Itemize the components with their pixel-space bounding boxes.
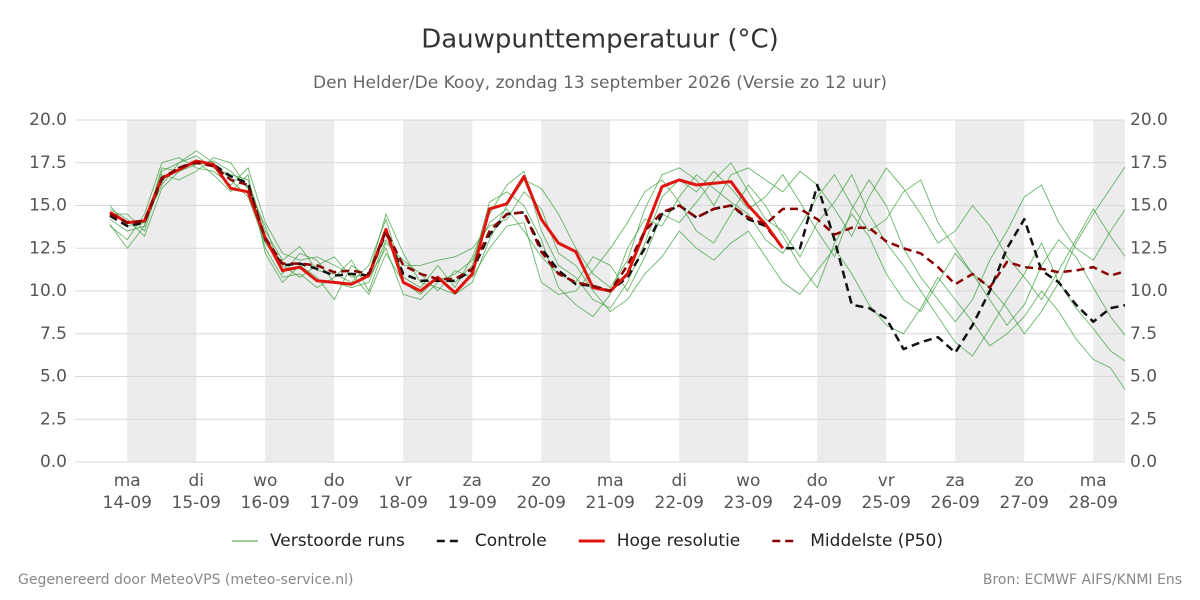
- y-tick-label: 20.0: [29, 110, 67, 130]
- x-tick-label: 15-09: [172, 493, 221, 513]
- x-tick-label: 18-09: [379, 493, 428, 513]
- y-tick-label: 5.0: [40, 367, 67, 387]
- x-tick-weekday: di: [188, 471, 204, 491]
- y-tick-label: 0.0: [40, 452, 67, 472]
- x-tick-weekday: za: [463, 471, 482, 491]
- x-tick-weekday: ma: [597, 471, 624, 491]
- x-tick-weekday: zo: [532, 471, 551, 491]
- x-tick-label: 16-09: [241, 493, 290, 513]
- legend-label: Verstoorde runs: [270, 531, 405, 551]
- ensemble-line: [109, 160, 1125, 362]
- x-tick-weekday: za: [946, 471, 965, 491]
- y2-tick-label: 17.5: [1130, 153, 1168, 173]
- x-tick-label: 20-09: [517, 493, 566, 513]
- x-tick-label: 22-09: [655, 493, 704, 513]
- x-tick-label: 24-09: [793, 493, 842, 513]
- y2-tick-label: 2.5: [1130, 409, 1157, 429]
- series-line: [109, 159, 785, 295]
- plot-area: [109, 150, 1125, 391]
- y2-tick-label: 20.0: [1130, 110, 1168, 130]
- x-tick-label: 26-09: [931, 493, 980, 513]
- y2-tick-label: 5.0: [1130, 367, 1157, 387]
- x-tick-weekday: zo: [1015, 471, 1034, 491]
- ensemble-line: [109, 157, 1125, 335]
- x-tick-label: 17-09: [310, 493, 359, 513]
- x-tick-label: 14-09: [103, 493, 152, 513]
- y-tick-label: 7.5: [40, 324, 67, 344]
- y2-tick-label: 7.5: [1130, 324, 1157, 344]
- x-tick-weekday: do: [807, 471, 828, 491]
- y-tick-label: 15.0: [29, 196, 67, 216]
- y-tick-label: 17.5: [29, 153, 67, 173]
- x-tick-label: 21-09: [586, 493, 635, 513]
- x-tick-label: 25-09: [862, 493, 911, 513]
- legend-label: Controle: [475, 531, 547, 551]
- ensemble-line: [109, 155, 1125, 323]
- y2-tick-label: 15.0: [1130, 196, 1168, 216]
- footer-right: Bron: ECMWF AIFS/KNMI Ens: [983, 572, 1182, 588]
- y-tick-label: 10.0: [29, 281, 67, 301]
- y-tick-label: 2.5: [40, 409, 67, 429]
- x-tick-label: 27-09: [1000, 493, 1049, 513]
- footer-left: Gegenereerd door MeteoVPS (meteo-service…: [18, 572, 353, 588]
- ensemble-line: [109, 160, 1125, 337]
- x-tick-weekday: vr: [878, 471, 895, 491]
- x-tick-label: 19-09: [448, 493, 497, 513]
- x-tick-weekday: wo: [253, 471, 277, 491]
- x-tick-label: 23-09: [724, 493, 773, 513]
- legend-label: Hoge resolutie: [617, 531, 741, 551]
- chart-title: Dauwpunttemperatuur (°C): [421, 25, 779, 55]
- y2-tick-label: 10.0: [1130, 281, 1168, 301]
- y2-tick-label: 0.0: [1130, 452, 1157, 472]
- x-tick-weekday: do: [324, 471, 345, 491]
- legend-label: Middelste (P50): [810, 531, 943, 551]
- x-tick-weekday: ma: [114, 471, 141, 491]
- x-tick-weekday: ma: [1080, 471, 1107, 491]
- x-tick-label: 28-09: [1069, 493, 1118, 513]
- y-tick-label: 12.5: [29, 238, 67, 258]
- x-tick-weekday: wo: [736, 471, 760, 491]
- y2-tick-label: 12.5: [1130, 238, 1168, 258]
- x-tick-weekday: vr: [395, 471, 412, 491]
- x-tick-weekday: di: [671, 471, 687, 491]
- series-line: [109, 161, 1125, 293]
- chart-subtitle: Den Helder/De Kooy, zondag 13 september …: [313, 73, 887, 93]
